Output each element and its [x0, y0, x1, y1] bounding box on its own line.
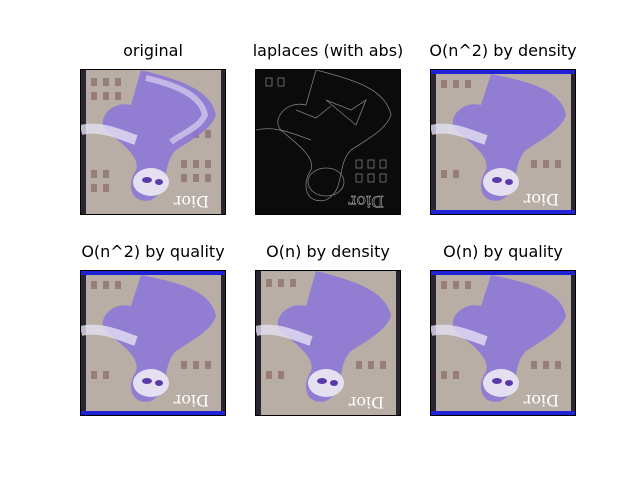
watermark-text: Dior	[523, 391, 559, 410]
subplot-original: original	[80, 41, 226, 215]
watermark-text: Dior	[173, 192, 209, 211]
subplot-on-density: O(n) by density Dior	[255, 242, 401, 416]
watermark-text: Dior	[348, 393, 384, 412]
photo-image: Dior	[256, 271, 400, 415]
subplot-title: O(n) by quality	[443, 242, 563, 261]
photo-image: Dior	[431, 271, 575, 415]
subplot-on2-quality: O(n^2) by quality Dior	[80, 242, 226, 416]
image-laplaces: Dior	[255, 69, 401, 215]
image-on2-density: Dior	[430, 69, 576, 215]
image-on-quality: Dior	[430, 270, 576, 416]
subplot-title: original	[123, 41, 183, 60]
subplot-on-quality: O(n) by quality Dior	[430, 242, 576, 416]
subplot-laplaces: laplaces (with abs) Dior	[253, 41, 403, 215]
subplot-title: O(n^2) by density	[429, 41, 577, 60]
image-original: Dior	[80, 69, 226, 215]
subplot-title: O(n) by density	[266, 242, 390, 261]
photo-image: Dior	[431, 70, 575, 214]
subplot-on2-density: O(n^2) by density Dior	[429, 41, 577, 215]
watermark-text: Dior	[348, 192, 384, 211]
photo-image: Dior	[81, 70, 225, 214]
watermark-text: Dior	[523, 190, 559, 209]
subplot-title: laplaces (with abs)	[252, 41, 404, 60]
watermark-text: Dior	[173, 391, 209, 410]
image-on-density: Dior	[255, 270, 401, 416]
subplot-title: O(n^2) by quality	[81, 242, 225, 261]
image-on2-quality: Dior	[80, 270, 226, 416]
edge-image: Dior	[256, 70, 400, 214]
photo-image: Dior	[81, 271, 225, 415]
